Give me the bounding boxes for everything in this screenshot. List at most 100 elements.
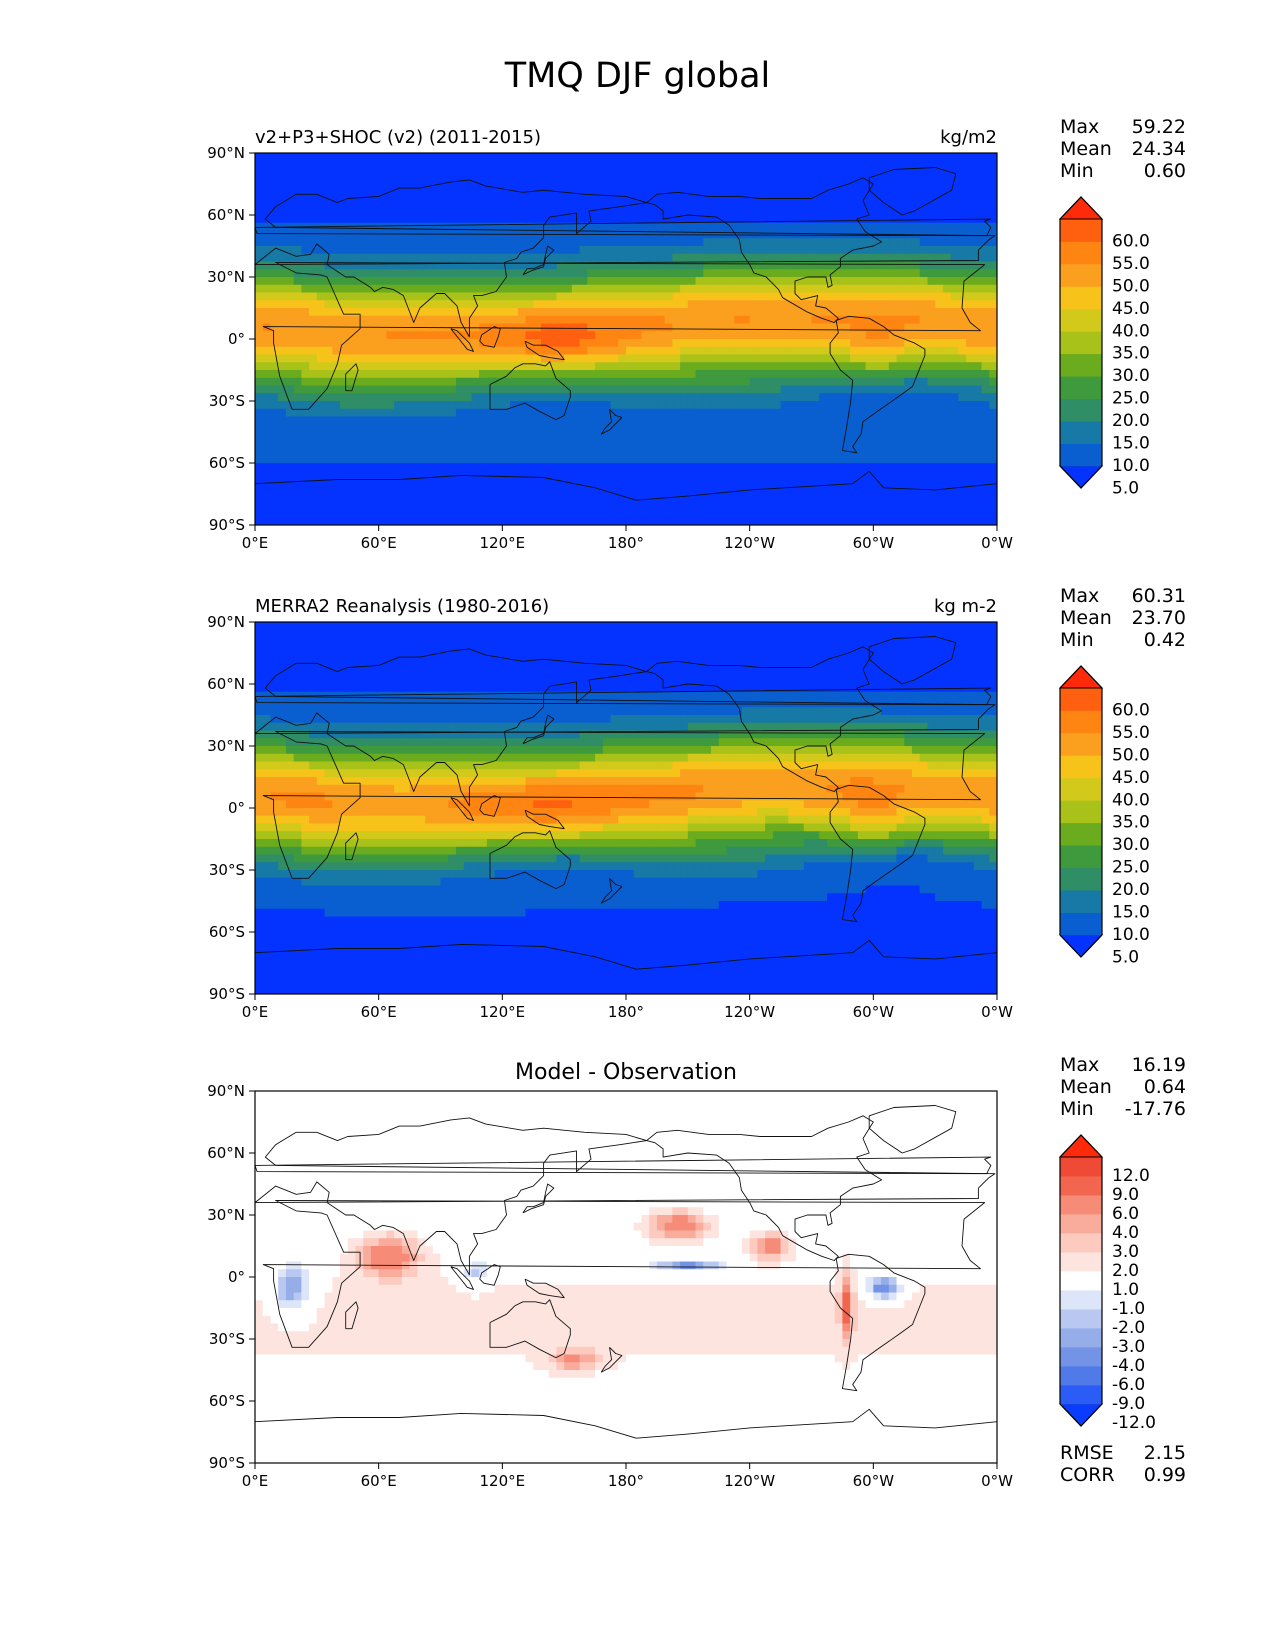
field-cell (911, 215, 921, 224)
field-cell (819, 622, 828, 631)
field-cell (347, 416, 357, 425)
field-cell (656, 455, 666, 464)
field-cell (510, 377, 519, 387)
field-cell (316, 463, 326, 472)
field-cell (540, 408, 550, 418)
field-cell (703, 470, 712, 480)
field-cell (378, 424, 387, 433)
field-cell (579, 439, 588, 449)
field-cell (881, 416, 890, 425)
field-cell (680, 637, 689, 646)
field-cell (703, 168, 712, 177)
field-cell (649, 424, 658, 433)
field-cell (780, 455, 789, 464)
field-cell (579, 238, 588, 247)
field-cell (896, 622, 905, 631)
field-cell (540, 478, 550, 487)
field-cell (772, 622, 782, 631)
field-cell (610, 455, 619, 464)
field-cell (417, 637, 426, 646)
field-cell (610, 622, 619, 631)
field-cell (796, 261, 805, 270)
field-cell (564, 246, 573, 255)
field-cell (486, 416, 496, 425)
field-cell (741, 222, 751, 232)
field-cell (826, 416, 836, 425)
field-cell (370, 284, 380, 294)
field-cell (726, 261, 735, 270)
field-cell (633, 269, 643, 278)
field-cell (262, 629, 272, 639)
field-cell (278, 470, 287, 480)
field-cell (873, 629, 882, 639)
field-cell (363, 509, 372, 518)
field-cell (896, 207, 905, 216)
field-cell (680, 432, 689, 441)
field-cell (819, 455, 828, 464)
field-cell (556, 463, 565, 472)
field-cell (695, 168, 704, 177)
field-cell (332, 424, 341, 433)
field-cell (370, 486, 380, 495)
field-cell (695, 470, 704, 480)
field-cell (633, 401, 643, 410)
field-cell (479, 207, 488, 216)
colorbar-tick-label: 15.0 (1112, 434, 1150, 454)
field-cell (788, 160, 797, 170)
field-cell (881, 622, 890, 631)
field-cell (564, 261, 573, 270)
field-cell (919, 424, 929, 433)
field-cell (741, 323, 751, 332)
field-cell (386, 408, 395, 418)
field-cell (540, 269, 550, 278)
field-cell (494, 501, 503, 511)
field-cell (270, 261, 279, 270)
field-cell (803, 153, 813, 162)
field-cell (610, 253, 619, 263)
field-cell (525, 385, 534, 394)
field-cell (881, 424, 890, 433)
field-cell (255, 622, 264, 631)
field-cell (772, 184, 782, 193)
field-cell (301, 637, 310, 646)
field-cell (981, 478, 990, 487)
field-cell (803, 339, 813, 348)
field-cell (904, 253, 913, 263)
field-cell (463, 637, 473, 646)
field-cell (278, 645, 287, 654)
field-cell (386, 230, 395, 239)
field-cell (401, 362, 411, 371)
field-cell (494, 439, 503, 449)
field-cell (989, 261, 997, 270)
field-cell (278, 501, 287, 511)
field-cell (278, 292, 287, 301)
field-cell (641, 424, 650, 433)
field-cell (718, 323, 728, 332)
field-cell (324, 284, 333, 294)
field-cell (324, 300, 333, 309)
field-cell (370, 346, 380, 356)
field-cell (540, 191, 550, 201)
field-cell (757, 401, 766, 410)
field-cell (370, 222, 380, 232)
field-cell (881, 629, 890, 639)
field-cell (386, 377, 395, 387)
field-cell (479, 432, 488, 441)
field-cell (687, 246, 697, 255)
field-cell (834, 622, 844, 631)
field-cell (703, 308, 712, 317)
field-cell (656, 222, 666, 232)
field-cell (950, 354, 959, 363)
field-cell (865, 215, 874, 224)
field-cell (262, 486, 272, 495)
field-cell (811, 230, 820, 239)
field-cell (556, 191, 565, 201)
field-cell (703, 393, 712, 402)
field-cell (796, 277, 805, 286)
field-cell (370, 308, 380, 317)
field-cell (672, 215, 681, 224)
field-cell (788, 377, 797, 387)
field-cell (757, 331, 766, 340)
field-cell (316, 160, 326, 170)
field-cell (950, 401, 959, 410)
